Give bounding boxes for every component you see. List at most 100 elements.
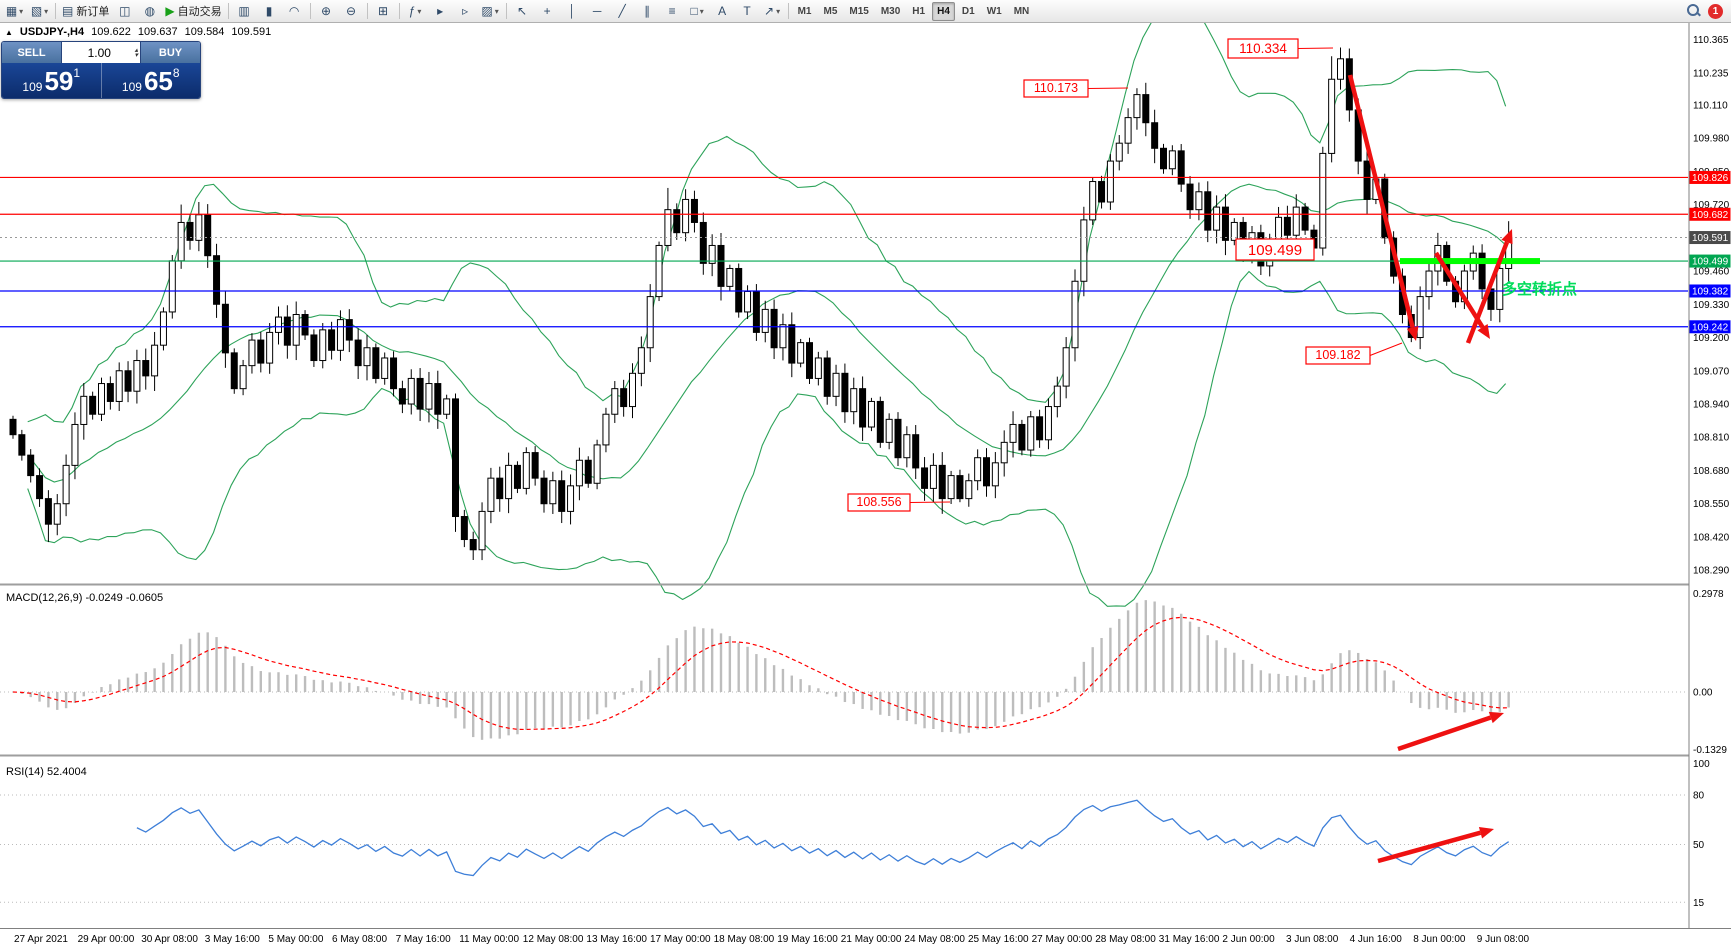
buy-price-sup: 8	[172, 66, 180, 80]
text-icon: A	[718, 4, 727, 18]
trend-arrow[interactable]	[1434, 251, 1490, 339]
svg-text:17 May 00:00: 17 May 00:00	[650, 934, 711, 945]
text-button[interactable]: A	[710, 1, 735, 22]
chart-candles-button[interactable]: ▮	[257, 1, 282, 22]
market-depth-button[interactable]: ◫	[112, 1, 137, 22]
tile-windows-icon: ⊞	[378, 4, 389, 18]
svg-text:109.070: 109.070	[1693, 366, 1730, 377]
svg-text:108.940: 108.940	[1693, 400, 1730, 411]
price-annotation-110.334[interactable]: 110.334	[1227, 38, 1334, 59]
timeframe-h4-button[interactable]: H4	[932, 1, 955, 21]
new-chart-button[interactable]: ▦ ▾	[2, 1, 27, 22]
timeframe-w1-button[interactable]: W1	[986, 5, 1002, 17]
price-tag-109.382: 109.382	[1689, 284, 1731, 298]
mailbox-button[interactable]: ◍	[137, 1, 162, 22]
timeframe-mn-button[interactable]: MN	[1013, 5, 1030, 17]
volume-spinner[interactable]: ▴ ▾	[134, 46, 138, 59]
buy-button[interactable]: BUY	[141, 42, 200, 63]
tile-windows-button[interactable]: ⊞	[371, 1, 396, 22]
arrows-tool-button[interactable]: ↗ ▾	[760, 1, 785, 22]
chart-profiles-button[interactable]: ▧ ▾	[27, 1, 52, 22]
trend-arrow[interactable]	[1465, 229, 1513, 344]
macd-axis-zero: 0.00	[1693, 688, 1713, 699]
crosshair-button[interactable]: +	[535, 1, 560, 22]
fibonacci-button[interactable]: ≡	[660, 1, 685, 22]
price-annotation-109.499[interactable]: 109.499	[1235, 238, 1315, 261]
timeframe-m5-button[interactable]: M5	[823, 5, 838, 17]
svg-text:3 Jun 08:00: 3 Jun 08:00	[1286, 934, 1339, 945]
panel-separator[interactable]	[0, 754, 1731, 757]
trend-arrow[interactable]	[1347, 74, 1419, 341]
macd-histogram	[20, 600, 1510, 740]
shapes-button[interactable]: □ ▾	[685, 1, 710, 22]
trend-arrow[interactable]	[1377, 826, 1494, 864]
chevron-down-icon: ▾	[699, 6, 704, 16]
text-label-button[interactable]: T	[735, 1, 760, 22]
price-annotation-109.182[interactable]: 109.182	[1305, 342, 1403, 365]
chevron-down-icon: ▾	[19, 6, 24, 16]
sell-price[interactable]: 109 59 1	[2, 63, 101, 98]
templates-button[interactable]: ▨ ▾	[478, 1, 503, 22]
buy-price[interactable]: 109 65 8	[102, 63, 201, 98]
svg-text:110.365: 110.365	[1693, 35, 1729, 46]
sell-button[interactable]: SELL	[2, 42, 61, 63]
svg-text:21 May 00:00: 21 May 00:00	[841, 934, 902, 945]
notification-badge[interactable]: 1	[1708, 3, 1723, 19]
timeframe-m15-button[interactable]: M15	[849, 5, 869, 17]
price-annotation-110.173[interactable]: 110.173	[1023, 79, 1129, 98]
indicators-button[interactable]: ƒ ▾	[403, 1, 428, 22]
timeframe-d1-button[interactable]: D1	[961, 5, 975, 17]
volume-up-icon[interactable]: ▴	[134, 46, 138, 54]
toolbar-separator	[505, 3, 507, 19]
toolbar-separator	[398, 3, 400, 19]
toolbar: ▦ ▾ ▧ ▾ ▤ 新订单 ◫ ◍ ▶ 自动交易 ▥ ▮ ◠ ⊕ ⊖ ⊞ ƒ ▾ ▸ ▹ ▨ ▾ ↖ + │ ─ ╱ ∥ ≡ □ ▾ A T ↗ ▾…	[0, 0, 1731, 23]
equidistant-channel-button[interactable]: ∥	[635, 1, 660, 22]
new-order-button[interactable]: ▤ 新订单	[59, 1, 112, 22]
trend-arrow[interactable]	[1397, 711, 1504, 752]
zoom-out-button[interactable]: ⊖	[339, 1, 364, 22]
search-icon[interactable]	[1686, 3, 1702, 19]
svg-text:28 May 08:00: 28 May 08:00	[1095, 934, 1156, 945]
fibonacci-icon: ≡	[668, 4, 676, 18]
svg-text:11 May 00:00: 11 May 00:00	[459, 934, 519, 945]
volume-down-icon[interactable]: ▾	[134, 51, 138, 59]
text-label-icon: T	[743, 4, 751, 18]
support-zone-highlight[interactable]	[1400, 258, 1540, 265]
svg-text:24 May 08:00: 24 May 08:00	[904, 934, 965, 945]
svg-text:109.182: 109.182	[1315, 348, 1360, 362]
chart-shift-button[interactable]: ▹	[453, 1, 478, 22]
price-divider	[100, 63, 102, 98]
chart-line-button[interactable]: ◠	[282, 1, 307, 22]
horizontal-line-button[interactable]: ─	[585, 1, 610, 22]
timeframe-m1-button[interactable]: M1	[797, 5, 812, 17]
chevron-down-icon: ▾	[44, 6, 49, 16]
cursor-button[interactable]: ↖	[510, 1, 535, 22]
panel-separator[interactable]	[0, 583, 1731, 586]
svg-text:110.173: 110.173	[1034, 81, 1078, 95]
toolbar-separator	[227, 3, 229, 19]
toolbar-buttons: ▦ ▾ ▧ ▾ ▤ 新订单 ◫ ◍ ▶ 自动交易 ▥ ▮ ◠ ⊕ ⊖ ⊞ ƒ ▾ ▸ ▹ ▨ ▾ ↖ + │ ─ ╱ ∥ ≡ □ ▾ A T ↗ ▾…	[2, 1, 1686, 22]
svg-text:109.242: 109.242	[1692, 322, 1729, 333]
svg-text:109.382: 109.382	[1692, 286, 1729, 297]
volume-input[interactable]: 1.00 ▴ ▾	[61, 42, 141, 63]
chart-profiles-icon: ▧	[30, 4, 43, 18]
crosshair-icon: +	[543, 4, 551, 18]
chart-bars-button[interactable]: ▥	[232, 1, 257, 22]
svg-text:110.110: 110.110	[1693, 100, 1728, 111]
zoom-in-button[interactable]: ⊕	[314, 1, 339, 22]
collapse-panel-icon[interactable]: ▲	[5, 27, 13, 37]
time-axis[interactable]: 27 Apr 2021 29 Apr 00:00 30 Apr 08:00 3 May…	[14, 934, 1530, 945]
chart-line-icon: ◠	[288, 4, 300, 18]
trendline-button[interactable]: ╱	[610, 1, 635, 22]
timeframe-h1-button[interactable]: H1	[912, 5, 926, 17]
autotrading-button[interactable]: ▶ 自动交易	[162, 1, 224, 22]
timeframe-m30-button[interactable]: M30	[880, 5, 901, 17]
vertical-line-button[interactable]: │	[560, 1, 585, 22]
chart-canvas[interactable]: 110.365110.235110.110109.980109.850109.7…	[0, 23, 1731, 949]
toolbar-group-chart-tools: ƒ ▾ ▸ ▹ ▨ ▾	[403, 1, 503, 22]
price-annotation-108.556[interactable]: 108.556	[847, 493, 951, 512]
auto-scroll-button[interactable]: ▸	[428, 1, 453, 22]
market-depth-icon: ◫	[119, 4, 131, 18]
turning-point-note[interactable]: 多空转折点	[1502, 280, 1577, 298]
